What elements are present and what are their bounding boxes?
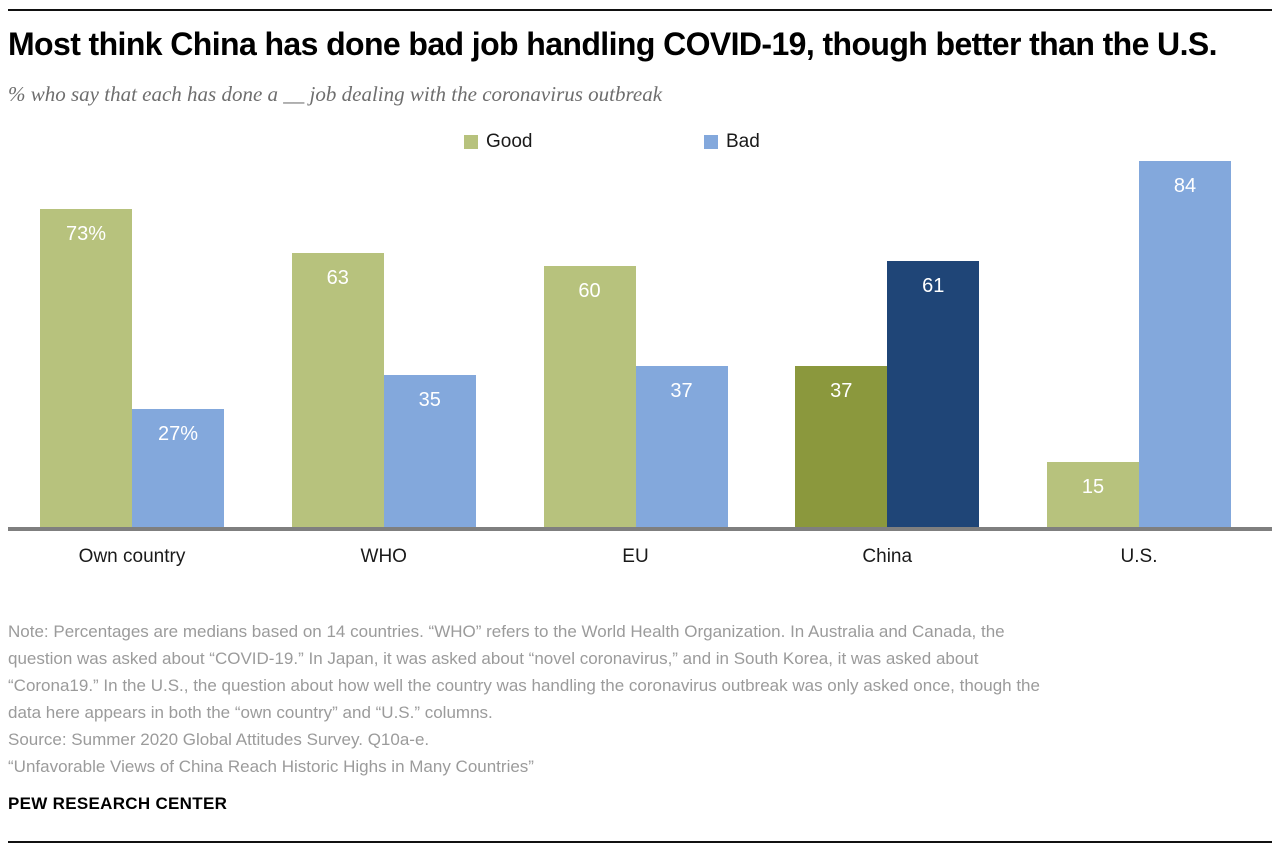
legend-swatch-good (464, 135, 478, 149)
bar-bad-eu: 37 (635, 366, 728, 527)
bar-bad-who: 35 (383, 375, 476, 527)
bar-value-label: 60 (578, 280, 601, 302)
bar-good-eu: 60 (543, 266, 636, 527)
bar-value-label: 61 (922, 275, 945, 297)
bar-value-label: 37 (670, 380, 693, 402)
bar-value-label: 84 (1173, 175, 1197, 197)
legend-item-good: Good (464, 131, 532, 153)
bar-good-own-country: 73% (40, 209, 132, 527)
chart-subtitle: % who say that each has done a __ job de… (8, 82, 663, 106)
note-line: Note: Percentages are medians based on 1… (8, 622, 1005, 641)
report-title-line: “Unfavorable Views of China Reach Histor… (8, 757, 534, 776)
footnote-block: Note: Percentages are medians based on 1… (8, 618, 1272, 780)
bar-chart: 73% 27% 63 35 60 37 37 61 15 84 (0, 161, 1280, 527)
bar-value-label: 37 (830, 380, 853, 402)
bar-value-label: 15 (1081, 476, 1105, 498)
bar-good-u-s-: 15 (1047, 462, 1139, 527)
bar-bad-u-s-: 84 (1139, 161, 1231, 527)
legend-label-good: Good (486, 131, 533, 152)
category-label-who: WHO (360, 546, 407, 567)
bar-value-label: 73% (65, 223, 107, 245)
source-line: Source: Summer 2020 Global Attitudes Sur… (8, 730, 430, 749)
note-line: question was asked about “COVID-19.” In … (8, 649, 979, 668)
legend-label-bad: Bad (726, 131, 760, 152)
legend-swatch-bad (704, 135, 718, 149)
bar-bad-own-country: 27% (132, 409, 224, 527)
category-label-own-country: Own country (78, 546, 186, 567)
bottom-divider (8, 841, 1272, 843)
legend-item-bad: Bad (704, 131, 760, 153)
bar-value-label: 63 (326, 267, 349, 289)
category-label-u-s-: U.S. (1120, 546, 1158, 567)
note-line: “Corona19.” In the U.S., the question ab… (8, 676, 1040, 695)
top-divider (8, 9, 1272, 11)
page-title: Most think China has done bad job handli… (8, 26, 1218, 62)
bar-good-china: 37 (795, 366, 888, 527)
category-axis: Own country WHO EU China U.S. (0, 546, 1280, 570)
pew-research-center-wordmark: PEW RESEARCH CENTER (8, 794, 228, 813)
bar-good-who: 63 (291, 253, 384, 527)
bar-value-label: 27% (157, 423, 199, 445)
bar-bad-china: 61 (887, 261, 980, 527)
category-label-eu: EU (622, 546, 649, 567)
note-line: data here appears in both the “own count… (8, 703, 493, 722)
bar-value-label: 35 (418, 389, 441, 411)
category-label-china: China (862, 546, 913, 567)
x-axis-line (8, 527, 1272, 531)
